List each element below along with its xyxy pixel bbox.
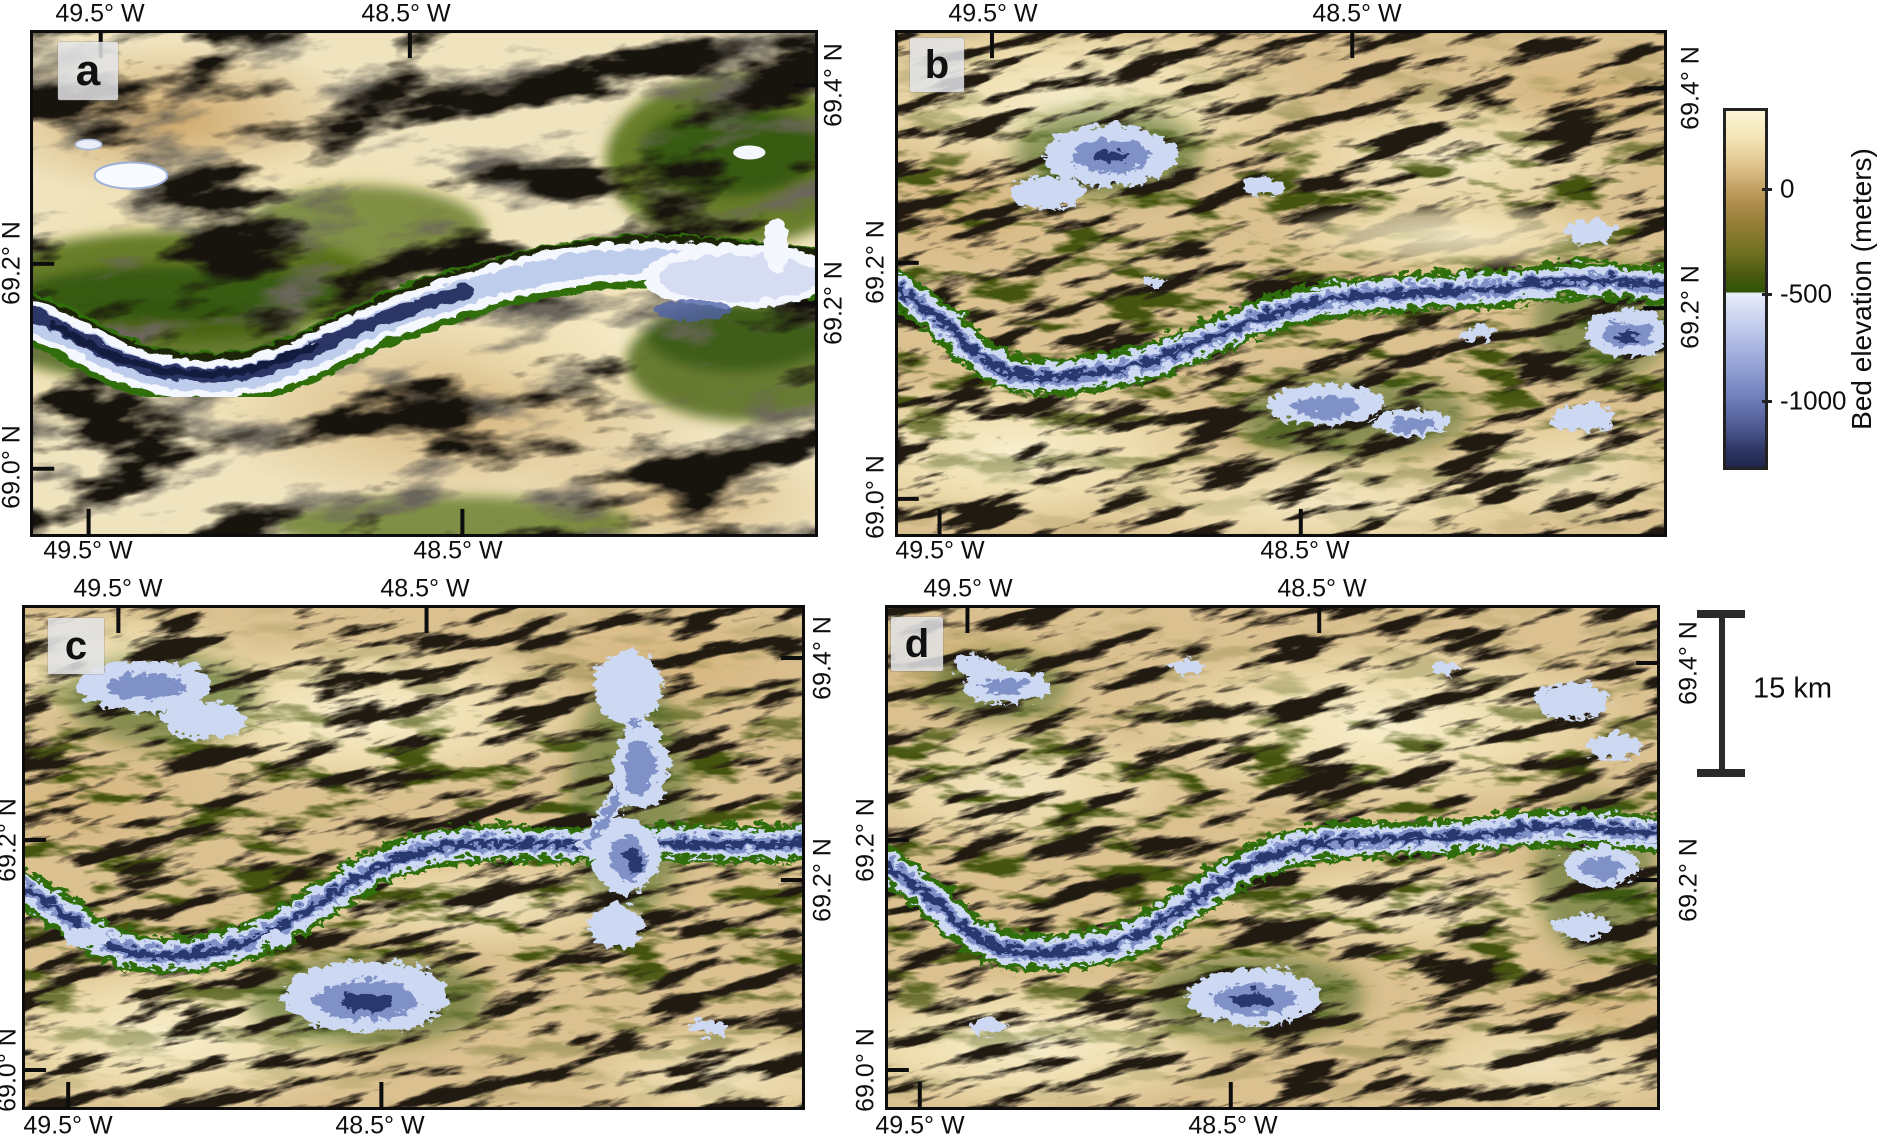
panel-a-left-lat-lower: 69.0° N — [0, 425, 26, 509]
panel-b-right-lat-lower: 69.2° N — [1676, 265, 1705, 349]
panel-b-valley-highlight — [1271, 199, 1628, 272]
panel-b-right-lat-upper: 69.4° N — [1676, 46, 1705, 130]
panel-b-top-lon-right: 48.5° W — [1312, 0, 1402, 28]
panel-c-top-lon-left: 49.5° W — [73, 574, 163, 603]
panel-d-top-lon-right: 48.5° W — [1277, 574, 1367, 603]
panel-c-frame — [22, 605, 805, 1110]
panel-a-bottom-lon-right: 48.5° W — [413, 536, 503, 565]
panel-d-patches — [948, 652, 1639, 1031]
panel-c-left-lat-upper: 69.2° N — [0, 798, 22, 882]
panel-c-bottom-lon-left: 49.5° W — [23, 1111, 113, 1140]
panel-c-axis-ticks — [24, 607, 803, 1108]
colorbar-label-1000: -1000 — [1780, 385, 1847, 416]
scale-bar-label: 15 km — [1753, 672, 1832, 705]
panel-b-patches — [1005, 122, 1667, 434]
panel-a-bottom-lon-left: 49.5° W — [43, 536, 133, 565]
panel-d-frame — [885, 605, 1660, 1110]
panel-c-bottom-lon-right: 48.5° W — [335, 1111, 425, 1140]
panel-c-channel — [22, 647, 805, 1034]
panel-d-channel — [885, 652, 1660, 1031]
panel-d-right-lat-upper: 69.4° N — [1674, 621, 1703, 705]
panel-a-right-lat-upper: 69.4° N — [819, 43, 848, 127]
scale-bar-bottom-cap — [1697, 769, 1745, 777]
panel-b-left-lat-upper: 69.2° N — [861, 220, 890, 304]
panel-b-axis-ticks — [896, 32, 1666, 535]
colorbar-title: Bed elevation (meters) — [1846, 148, 1877, 430]
panel-a-letter-text: a — [75, 46, 101, 95]
panel-d-right-lat-lower: 69.2° N — [1674, 838, 1703, 922]
colorbar-tick-0 — [1762, 188, 1772, 191]
panel-c-patches — [58, 647, 727, 1034]
panel-d-left-lat-upper: 69.2° N — [851, 798, 880, 882]
panel-d-top-lon-left: 49.5° W — [923, 574, 1013, 603]
colorbar-tick-1000 — [1762, 400, 1772, 403]
panel-a-channel — [30, 215, 818, 404]
panel-b-channel — [895, 122, 1667, 434]
panel-d-letter-text: d — [904, 621, 930, 666]
panel-a-frame — [30, 30, 818, 537]
panel-d-bottom-lon-left: 49.5° W — [875, 1111, 965, 1140]
panel-b-frame — [895, 30, 1667, 537]
panel-a-top-lon-right: 48.5° W — [361, 0, 451, 28]
panel-d-axis-ticks — [886, 607, 1659, 1108]
panel-b-bottom-lon-right: 48.5° W — [1260, 536, 1350, 565]
panel-c-right-lat-upper: 69.4° N — [808, 616, 837, 700]
panel-a-right-lat-lower: 69.2° N — [819, 261, 848, 345]
panel-b-letter: b — [910, 38, 964, 92]
panel-b-left-lat-lower: 69.0° N — [861, 455, 890, 539]
panel-b-speckle — [895, 30, 1667, 537]
panel-c-map — [22, 605, 805, 1110]
panel-a-top-lon-left: 49.5° W — [55, 0, 145, 28]
panel-d-letter: d — [891, 617, 943, 671]
panel-a-lakes — [74, 138, 766, 190]
panel-d-left-lat-lower: 69.0° N — [851, 1028, 880, 1112]
panel-d-bottom-lon-right: 48.5° W — [1188, 1111, 1278, 1140]
panel-b-letter-text: b — [924, 42, 950, 87]
colorbar-label-0: 0 — [1780, 173, 1795, 204]
panel-b-bottom-lon-left: 49.5° W — [895, 536, 985, 565]
panel-c-left-lat-lower: 69.0° N — [0, 1028, 22, 1112]
scale-bar-top-cap — [1697, 610, 1745, 618]
panel-c-right-lat-lower: 69.2° N — [808, 838, 837, 922]
panel-a-left-lat-upper: 69.2° N — [0, 221, 26, 305]
scale-bar-line — [1719, 613, 1725, 774]
panel-a-map — [30, 30, 818, 537]
panel-a-letter: a — [58, 42, 118, 100]
panel-b-top-lon-left: 49.5° W — [948, 0, 1038, 28]
colorbar-label-500: -500 — [1780, 278, 1833, 309]
panel-c-top-lon-right: 48.5° W — [380, 574, 470, 603]
panel-d-map — [885, 605, 1660, 1110]
panel-b-map — [895, 30, 1667, 537]
colorbar — [1723, 108, 1768, 470]
panel-c-letter-text: c — [64, 623, 88, 668]
panel-c-letter: c — [48, 618, 104, 674]
colorbar-tick-500 — [1762, 293, 1772, 296]
